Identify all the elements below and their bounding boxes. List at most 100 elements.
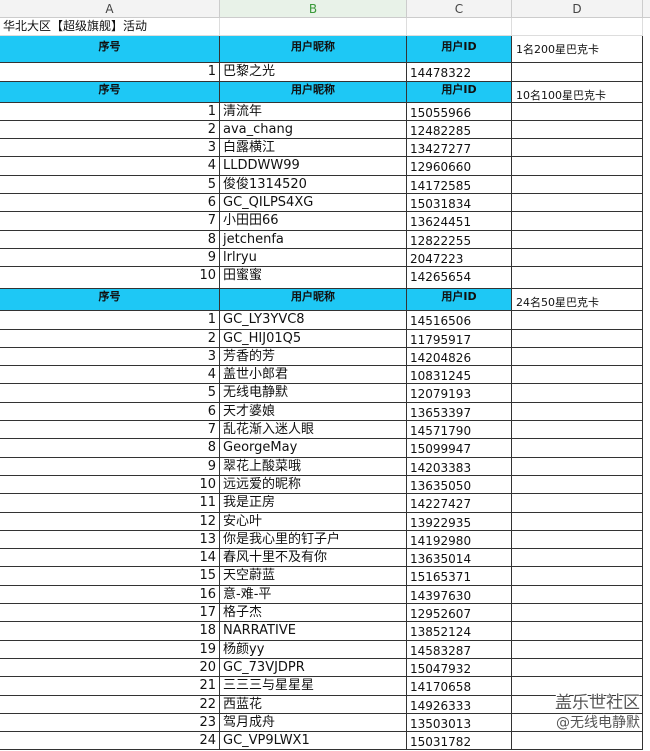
seq-cell[interactable]: 3 [0, 139, 220, 158]
uid-cell[interactable]: 14203383 [407, 457, 512, 476]
seq-cell[interactable]: 6 [0, 194, 220, 213]
nickname-cell[interactable]: 巴黎之光 [220, 63, 407, 82]
cell[interactable] [512, 63, 643, 82]
header-nickname[interactable]: 用户昵称 [220, 36, 407, 64]
seq-cell[interactable]: 4 [0, 157, 220, 176]
nickname-cell[interactable]: 意-难-平 [220, 585, 407, 605]
seq-cell[interactable]: 2 [0, 120, 220, 140]
nickname-cell[interactable]: GC_VP9LWX1 [220, 732, 407, 751]
seq-cell[interactable]: 19 [0, 640, 220, 659]
seq-cell[interactable]: 17 [0, 604, 220, 623]
cell[interactable] [512, 640, 643, 659]
seq-cell[interactable]: 9 [0, 457, 220, 476]
uid-cell[interactable]: 11795917 [407, 329, 512, 348]
prize-note[interactable]: 24名50星巴克卡 [512, 289, 643, 312]
header-seq[interactable]: 序号 [0, 289, 220, 312]
cell[interactable] [512, 120, 643, 140]
uid-cell[interactable]: 13503013 [407, 713, 512, 733]
nickname-cell[interactable]: 俊俊1314520 [220, 175, 407, 195]
header-nickname[interactable]: 用户昵称 [220, 289, 407, 312]
uid-cell[interactable]: 2047223 [407, 248, 512, 268]
seq-cell[interactable]: 1 [0, 311, 220, 330]
nickname-cell[interactable]: 盖世小郎君 [220, 366, 407, 385]
seq-cell[interactable]: 10 [0, 267, 220, 290]
cell[interactable] [512, 384, 643, 403]
seq-cell[interactable]: 14 [0, 549, 220, 568]
seq-cell[interactable]: 5 [0, 384, 220, 403]
seq-cell[interactable]: 24 [0, 732, 220, 751]
cell[interactable] [512, 402, 643, 422]
cell[interactable] [512, 585, 643, 605]
nickname-cell[interactable]: 芳香的芳 [220, 347, 407, 367]
nickname-cell[interactable]: lrlryu [220, 248, 407, 268]
cell[interactable] [512, 267, 643, 290]
seq-cell[interactable]: 22 [0, 695, 220, 714]
cell[interactable] [512, 622, 643, 641]
uid-cell[interactable]: 15099947 [407, 439, 512, 458]
uid-cell[interactable]: 15047932 [407, 658, 512, 678]
header-uid[interactable]: 用户ID [407, 81, 512, 103]
cell[interactable] [512, 732, 643, 751]
nickname-cell[interactable]: 无线电静默 [220, 384, 407, 403]
nickname-cell[interactable]: 乱花渐入迷人眼 [220, 421, 407, 440]
seq-cell[interactable]: 16 [0, 585, 220, 605]
uid-cell[interactable]: 13653397 [407, 402, 512, 422]
seq-cell[interactable]: 5 [0, 175, 220, 195]
prize-note[interactable]: 1名200星巴克卡 [512, 36, 643, 64]
cell[interactable] [512, 212, 643, 231]
cell[interactable] [512, 139, 643, 158]
uid-cell[interactable]: 14204826 [407, 347, 512, 367]
nickname-cell[interactable]: GeorgeMay [220, 439, 407, 458]
nickname-cell[interactable]: ava_chang [220, 120, 407, 140]
nickname-cell[interactable]: 远远爱的昵称 [220, 475, 407, 495]
seq-cell[interactable]: 23 [0, 713, 220, 733]
header-uid[interactable]: 用户ID [407, 36, 512, 64]
uid-cell[interactable]: 12482285 [407, 120, 512, 140]
cell[interactable] [512, 695, 643, 714]
cell[interactable] [512, 604, 643, 623]
nickname-cell[interactable]: 春风十里不及有你 [220, 549, 407, 568]
uid-cell[interactable]: 14926333 [407, 695, 512, 714]
header-uid[interactable]: 用户ID [407, 289, 512, 312]
cell[interactable] [512, 530, 643, 550]
column-header-d[interactable]: D [512, 0, 643, 17]
header-nickname[interactable]: 用户昵称 [220, 81, 407, 103]
nickname-cell[interactable]: 清流年 [220, 102, 407, 121]
uid-cell[interactable]: 13922935 [407, 512, 512, 531]
seq-cell[interactable]: 9 [0, 248, 220, 268]
cell[interactable] [220, 18, 407, 37]
uid-cell[interactable]: 13427277 [407, 139, 512, 158]
seq-cell[interactable]: 8 [0, 230, 220, 249]
nickname-cell[interactable]: 格子杰 [220, 604, 407, 623]
cell[interactable] [512, 102, 643, 121]
column-header-a[interactable]: A [0, 0, 220, 17]
cell[interactable] [512, 194, 643, 213]
cell[interactable] [512, 421, 643, 440]
nickname-cell[interactable]: 天才婆娘 [220, 402, 407, 422]
nickname-cell[interactable]: 安心叶 [220, 512, 407, 531]
seq-cell[interactable]: 8 [0, 439, 220, 458]
seq-cell[interactable]: 18 [0, 622, 220, 641]
uid-cell[interactable]: 15055966 [407, 102, 512, 121]
cell[interactable] [512, 311, 643, 330]
seq-cell[interactable]: 20 [0, 658, 220, 678]
uid-cell[interactable]: 15031834 [407, 194, 512, 213]
header-seq[interactable]: 序号 [0, 36, 220, 64]
nickname-cell[interactable]: 你是我心里的钉子户 [220, 530, 407, 550]
nickname-cell[interactable]: 西蓝花 [220, 695, 407, 714]
seq-cell[interactable]: 15 [0, 567, 220, 586]
seq-cell[interactable]: 6 [0, 402, 220, 422]
column-header-c[interactable]: C [407, 0, 512, 17]
cell[interactable] [512, 494, 643, 513]
nickname-cell[interactable]: 田蜜蜜 [220, 267, 407, 290]
uid-cell[interactable]: 15165371 [407, 567, 512, 586]
cell[interactable] [512, 512, 643, 531]
nickname-cell[interactable]: GC_73VJDPR [220, 658, 407, 678]
uid-cell[interactable]: 12822255 [407, 230, 512, 249]
uid-cell[interactable]: 14571790 [407, 421, 512, 440]
seq-cell[interactable]: 1 [0, 102, 220, 121]
seq-cell[interactable]: 11 [0, 494, 220, 513]
cell[interactable] [512, 175, 643, 195]
cell[interactable] [512, 366, 643, 385]
uid-cell[interactable]: 14265654 [407, 267, 512, 290]
